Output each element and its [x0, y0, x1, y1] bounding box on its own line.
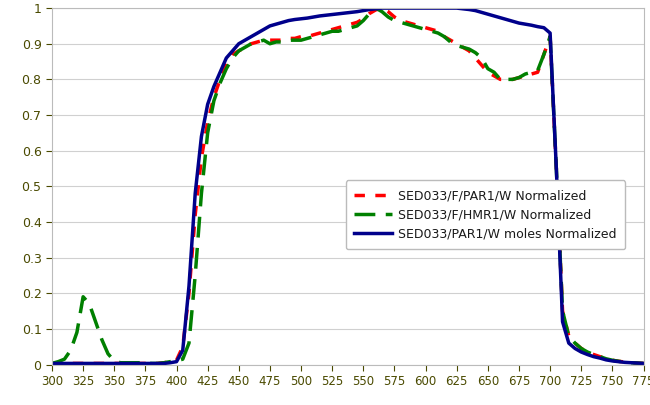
SED033/F/PAR1/W Normalized	[347, 22, 355, 27]
SED033/F/HMR1/W Normalized	[216, 81, 224, 85]
SED033/F/HMR1/W Normalized	[347, 25, 355, 30]
SED033/F/PAR1/W Normalized	[129, 361, 137, 366]
SED033/PAR1/W moles Normalized	[366, 7, 374, 12]
SED033/F/PAR1/W Normalized	[640, 361, 647, 366]
SED033/F/HMR1/W Normalized	[304, 36, 311, 41]
SED033/PAR1/W moles Normalized	[304, 16, 311, 21]
SED033/PAR1/W moles Normalized	[378, 6, 386, 11]
SED033/F/PAR1/W Normalized	[366, 11, 374, 16]
SED033/F/HMR1/W Normalized	[640, 361, 647, 366]
SED033/F/PAR1/W Normalized	[48, 361, 56, 366]
SED033/F/HMR1/W Normalized	[596, 354, 604, 359]
SED033/PAR1/W moles Normalized	[596, 356, 604, 360]
Line: SED033/F/HMR1/W Normalized: SED033/F/HMR1/W Normalized	[52, 8, 644, 363]
SED033/PAR1/W moles Normalized	[347, 10, 355, 15]
SED033/F/PAR1/W Normalized	[378, 6, 386, 11]
SED033/F/HMR1/W Normalized	[366, 11, 374, 16]
Line: SED033/F/PAR1/W Normalized: SED033/F/PAR1/W Normalized	[52, 8, 644, 363]
SED033/F/HMR1/W Normalized	[48, 361, 56, 366]
Legend: SED033/F/PAR1/W Normalized, SED033/F/HMR1/W Normalized, SED033/PAR1/W moles Norm: SED033/F/PAR1/W Normalized, SED033/F/HMR…	[346, 180, 625, 249]
SED033/PAR1/W moles Normalized	[48, 361, 56, 366]
SED033/PAR1/W moles Normalized	[216, 70, 224, 75]
SED033/F/PAR1/W Normalized	[216, 77, 224, 82]
SED033/F/HMR1/W Normalized	[129, 360, 137, 365]
SED033/F/HMR1/W Normalized	[372, 6, 380, 11]
Line: SED033/PAR1/W moles Normalized: SED033/PAR1/W moles Normalized	[52, 8, 644, 363]
SED033/F/PAR1/W Normalized	[304, 34, 311, 39]
SED033/PAR1/W moles Normalized	[129, 361, 137, 366]
SED033/F/PAR1/W Normalized	[596, 354, 604, 359]
SED033/PAR1/W moles Normalized	[640, 361, 647, 366]
